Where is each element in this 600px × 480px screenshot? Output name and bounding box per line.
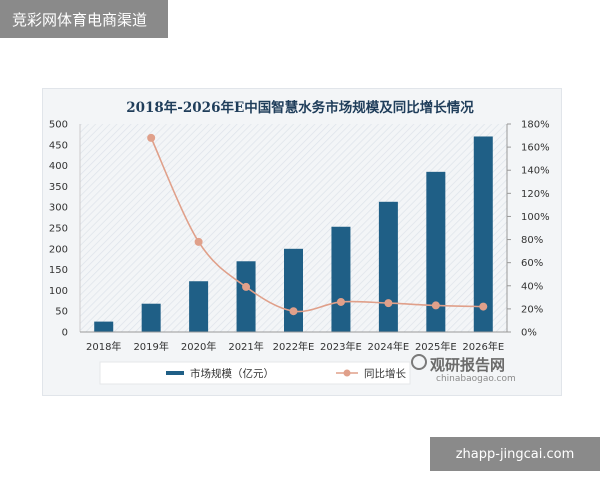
y-right-tick-label: 20% xyxy=(521,304,543,315)
y-left-tick-label: 100 xyxy=(49,286,68,297)
bar-2018年 xyxy=(94,321,114,332)
watermark-name: 观研报告网 xyxy=(430,356,506,374)
y-left-tick-label: 250 xyxy=(49,224,68,235)
legend-box xyxy=(99,361,411,385)
y-right-tick-label: 180% xyxy=(521,120,550,131)
y-left-tick-label: 500 xyxy=(49,120,68,131)
growth-point-2021年 xyxy=(242,282,251,291)
y-left-tick-label: 300 xyxy=(49,203,68,214)
x-tick-label: 2021年 xyxy=(228,340,263,353)
y-right-tick-label: 120% xyxy=(521,189,550,200)
bar-2022年E xyxy=(284,248,303,332)
growth-point-2022年E xyxy=(289,307,298,316)
legend-line-marker xyxy=(343,369,351,377)
y-right-tick-label: 100% xyxy=(521,212,550,223)
legend: 市场规模（亿元） 同比增长 xyxy=(99,361,411,385)
legend-item-bar: 市场规模（亿元） xyxy=(190,367,274,380)
y-right-tick-label: 160% xyxy=(521,143,550,154)
bar-2020年 xyxy=(189,281,209,332)
watermark-url: chinabaogao.com xyxy=(436,374,516,384)
x-tick-label: 2022年E xyxy=(273,340,315,353)
site-url-banner: zhapp-jingcai.com xyxy=(430,437,600,471)
site-banner: 竞彩网体育电商渠道 xyxy=(0,0,168,38)
growth-point-2024年E xyxy=(384,299,393,308)
x-tick-label: 2026年E xyxy=(462,340,504,353)
x-tick-label: 2018年 xyxy=(86,340,121,353)
watermark-logo-icon xyxy=(411,354,427,370)
y-right-tick-label: 40% xyxy=(521,281,543,292)
y-right-tick-label: 0% xyxy=(521,328,537,339)
y-left-tick-label: 0 xyxy=(62,328,68,339)
y-left-tick-label: 200 xyxy=(49,244,68,255)
growth-point-2025年E xyxy=(431,301,440,310)
bar-2025年E xyxy=(426,171,446,332)
y-left-tick-label: 450 xyxy=(49,140,68,151)
bar-2026年E xyxy=(473,136,493,332)
x-tick-label: 2025年E xyxy=(415,340,457,353)
y-left-tick-label: 150 xyxy=(49,265,68,276)
y-right-tick-label: 140% xyxy=(521,166,550,177)
bar-2023年E xyxy=(331,226,351,332)
bar-2021年 xyxy=(236,261,256,332)
growth-point-2019年 xyxy=(147,133,156,142)
growth-point-2026年E xyxy=(479,302,488,311)
y-left-tick-label: 50 xyxy=(55,307,68,318)
x-tick-label: 2019年 xyxy=(133,340,168,353)
chart-title: 2018年-2026年E中国智慧水务市场规模及同比增长情况 xyxy=(126,100,474,116)
growth-point-2023年E xyxy=(336,297,345,306)
x-tick-label: 2020年 xyxy=(181,340,216,353)
y-right-tick-label: 80% xyxy=(521,235,543,246)
growth-point-2020年 xyxy=(194,237,203,246)
legend-item-line: 同比增长 xyxy=(364,367,406,380)
y-left-tick-label: 350 xyxy=(49,182,68,193)
x-tick-label: 2024年E xyxy=(367,340,409,353)
y-left-tick-label: 400 xyxy=(49,161,68,172)
bar-2024年E xyxy=(378,201,398,332)
x-tick-label: 2023年E xyxy=(320,340,362,353)
y-right-tick-label: 60% xyxy=(521,258,543,269)
bar-2019年 xyxy=(141,303,161,332)
